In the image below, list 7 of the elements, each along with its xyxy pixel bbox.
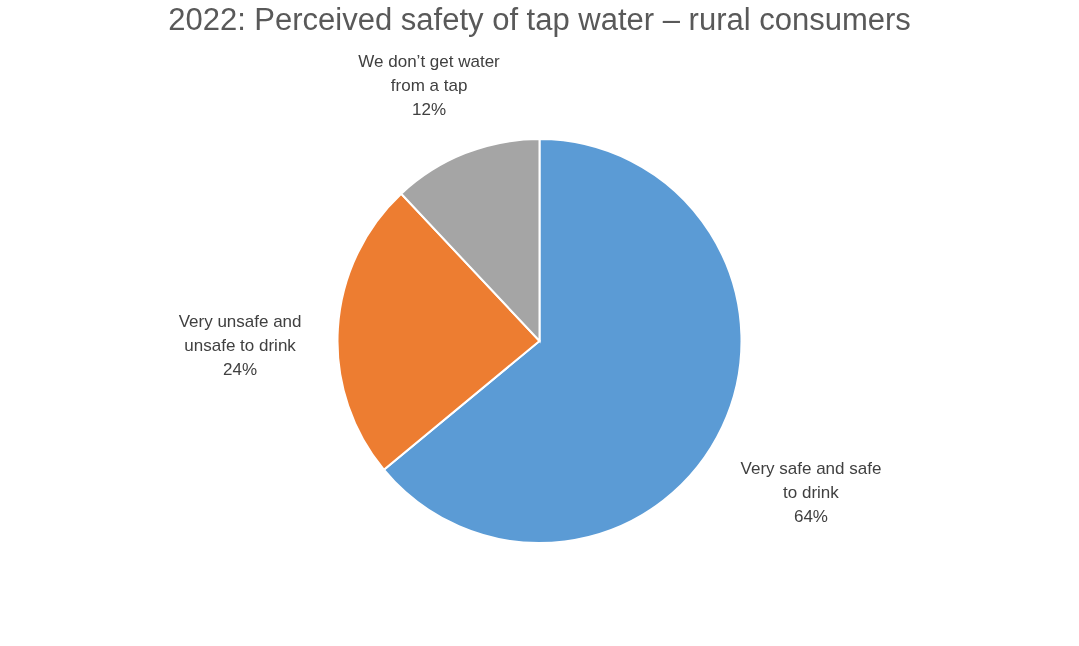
slice-label: Very safe and safe to drink [740, 458, 882, 502]
slice-label: Very unsafe and unsafe to drink [178, 312, 302, 356]
chart-title: 2022: Perceived safety of tap water – rural consumers [168, 2, 911, 37]
data-label: 12% [412, 100, 447, 120]
data-label: 24% [223, 360, 258, 380]
data-label: 64% [793, 506, 828, 526]
slice-label: We don’t get water from a tap [358, 52, 501, 96]
